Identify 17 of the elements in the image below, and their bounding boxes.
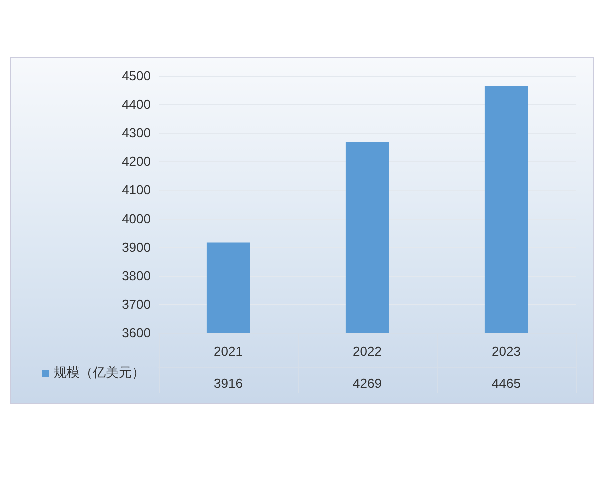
x-tick-label: 2021 bbox=[214, 344, 243, 359]
y-tick-label: 4100 bbox=[122, 182, 151, 198]
y-tick-label: 4200 bbox=[122, 154, 151, 170]
legend-label: 规模（亿美元） bbox=[54, 365, 145, 381]
data-label: 4465 bbox=[492, 376, 521, 391]
y-tick-label: 3600 bbox=[122, 326, 151, 340]
data-label: 4269 bbox=[353, 376, 382, 391]
y-tick-label: 4500 bbox=[122, 68, 151, 84]
y-tick-label: 3800 bbox=[122, 268, 151, 284]
y-tick-label: 4400 bbox=[122, 97, 151, 112]
y-tick-label: 3900 bbox=[122, 240, 151, 255]
data-label: 3916 bbox=[214, 376, 243, 391]
y-tick-label: 3700 bbox=[122, 296, 151, 312]
x-tick-label: 2022 bbox=[353, 344, 382, 359]
y-tick-label: 4300 bbox=[122, 126, 151, 141]
x-tick-label: 2023 bbox=[492, 344, 521, 359]
y-tick-label: 4000 bbox=[122, 211, 151, 226]
